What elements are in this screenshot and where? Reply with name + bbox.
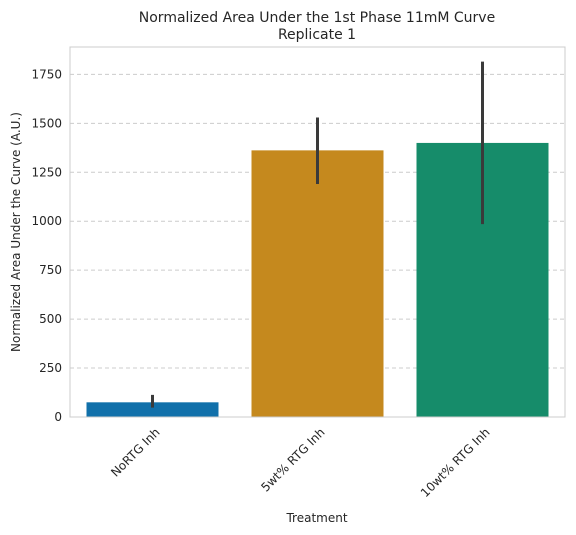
y-tick-label: 250 bbox=[39, 361, 62, 375]
y-tick-labels: 0 250 500 750 1000 1250 1500 1750 bbox=[31, 67, 62, 424]
y-tick-label: 1250 bbox=[31, 165, 62, 179]
bars-group bbox=[86, 142, 549, 418]
plot-frame bbox=[69, 46, 566, 418]
y-axis-label: Normalized Area Under the Curve (A.U.) bbox=[9, 112, 23, 352]
y-tick-label: 500 bbox=[39, 312, 62, 326]
bar bbox=[251, 150, 384, 417]
y-tick-label: 1750 bbox=[31, 67, 62, 81]
y-tick-label: 750 bbox=[39, 263, 62, 277]
y-tick-label: 0 bbox=[54, 410, 62, 424]
x-tick-label: 10wt% RTG Inh bbox=[418, 425, 493, 500]
x-tick-labels: NoRTG Inh 5wt% RTG Inh 10wt% RTG Inh bbox=[108, 425, 492, 500]
bar bbox=[86, 402, 219, 417]
y-tick-label: 1000 bbox=[31, 214, 62, 228]
x-axis-label: Treatment bbox=[285, 511, 347, 525]
chart-title-line-1: Normalized Area Under the 1st Phase 11mM… bbox=[139, 10, 495, 26]
chart-title-line-2: Replicate 1 bbox=[278, 27, 356, 43]
x-tick-label: 5wt% RTG Inh bbox=[258, 425, 327, 494]
y-tick-label: 1500 bbox=[31, 116, 62, 130]
error-bars-group bbox=[151, 61, 484, 408]
x-tick-label: NoRTG Inh bbox=[108, 425, 162, 479]
